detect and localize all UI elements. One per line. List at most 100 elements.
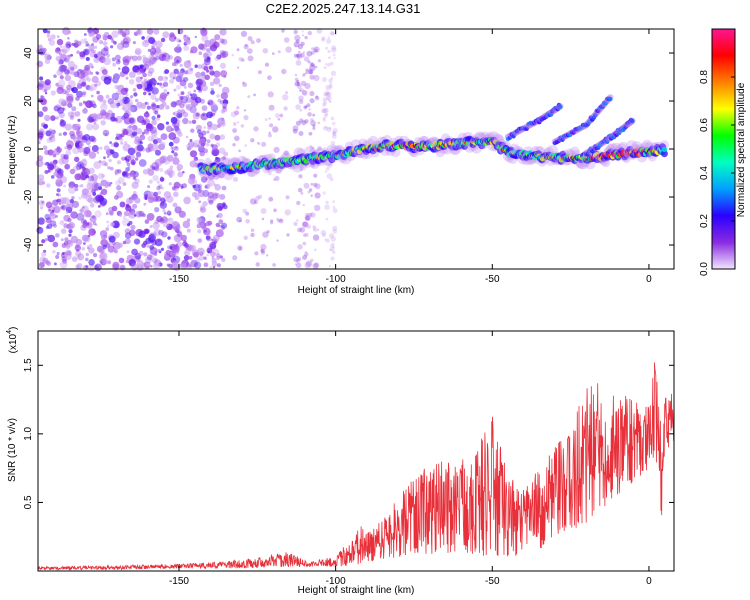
heatmap-cell: [135, 98, 139, 103]
heatmap-cell: [295, 39, 300, 44]
heatmap-cell: [75, 250, 82, 257]
heatmap-cell: [122, 240, 127, 245]
heatmap-cell: [81, 81, 87, 87]
heatmap-cell: [128, 79, 135, 85]
heatmap-cell: [304, 232, 309, 237]
heatmap-cell: [203, 262, 209, 268]
y-tick-label: 1.5: [23, 358, 34, 372]
heatmap-cell: [143, 91, 147, 96]
heatmap-cell: [174, 146, 179, 151]
heatmap-cell: [56, 251, 60, 256]
heatmap-cell: [317, 121, 321, 125]
heatmap-cell: [325, 46, 329, 50]
heatmap-cell: [194, 261, 202, 269]
heatmap-cell: [88, 259, 95, 266]
heatmap-cell: [250, 228, 255, 232]
heatmap-cell: [305, 68, 309, 72]
heatmap-cell: [171, 245, 180, 253]
heatmap-cell: [76, 90, 84, 98]
heatmap-cell: [45, 130, 52, 137]
heatmap-cell: [68, 222, 75, 229]
heatmap-cell: [75, 96, 80, 101]
heatmap-cell: [332, 208, 338, 214]
heatmap-cell: [329, 82, 333, 86]
heatmap-cell: [292, 125, 299, 132]
heatmap-cell: [87, 179, 95, 187]
heatmap-cell: [206, 48, 211, 53]
heatmap-cell: [172, 112, 176, 115]
heatmap-cell: [201, 225, 207, 231]
heatmap-cell: [111, 205, 118, 212]
heatmap-cell: [242, 82, 248, 88]
heatmap-cell: [99, 259, 102, 263]
heatmap-cell: [298, 50, 301, 54]
heatmap-cell: [92, 36, 99, 43]
heatmap-cell: [197, 64, 203, 69]
heatmap-cell: [82, 206, 85, 209]
heatmap-cell: [209, 125, 212, 129]
heatmap-cell: [108, 159, 112, 163]
heatmap-cell: [277, 118, 281, 121]
heatmap-cell: [242, 208, 248, 214]
heatmap-cell: [325, 97, 329, 101]
heatmap-cell: [58, 98, 65, 105]
heatmap-cell: [68, 229, 73, 234]
heatmap-cell: [42, 28, 48, 34]
heatmap-cell: [257, 142, 261, 145]
heatmap-cell: [47, 149, 54, 156]
heatmap-cell: [110, 222, 115, 227]
heatmap-cell: [59, 119, 67, 127]
heatmap-cell: [82, 108, 88, 114]
heatmap-cell: [267, 171, 272, 176]
heatmap-cell: [277, 50, 281, 54]
heatmap-cell: [148, 179, 153, 184]
heatmap-cell: [133, 214, 137, 217]
heatmap-cell: [128, 220, 133, 225]
heatmap-cell: [205, 177, 209, 181]
heatmap-cell: [213, 198, 216, 201]
heatmap-cell: [168, 141, 174, 147]
heatmap-cell: [62, 131, 68, 136]
heatmap-cell: [277, 219, 281, 223]
heatmap-cell: [211, 148, 220, 157]
heatmap-cell: [35, 159, 44, 168]
heatmap-cell: [144, 194, 148, 198]
heatmap-cell: [269, 123, 274, 128]
heatmap-cell: [116, 42, 125, 51]
heatmap-cell: [179, 79, 187, 87]
heatmap-cell: [312, 64, 316, 67]
heatmap-cell: [323, 113, 328, 118]
heatmap-cell: [68, 181, 76, 189]
heatmap-cell: [39, 136, 43, 140]
heatmap-cell: [255, 262, 260, 267]
heatmap-cell: [315, 96, 320, 101]
heatmap-cell: [77, 82, 80, 86]
heatmap-cell: [191, 249, 200, 257]
heatmap-cell: [270, 219, 274, 223]
heatmap-cell: [217, 98, 222, 103]
heatmap-cell: [231, 54, 234, 57]
heatmap-cell: [150, 44, 154, 48]
heatmap-cell: [281, 29, 285, 33]
heatmap-cell: [165, 105, 170, 110]
heatmap-cell: [221, 40, 225, 43]
heatmap-cell: [142, 131, 145, 135]
heatmap-cell: [151, 162, 160, 170]
heatmap-cell: [189, 67, 194, 72]
heatmap-cell: [281, 68, 287, 75]
heatmap-cell: [201, 34, 209, 42]
heatmap-cell: [77, 256, 81, 260]
heatmap-cell: [47, 163, 55, 171]
heatmap-cell: [308, 131, 313, 136]
heatmap-cell: [264, 62, 270, 67]
heatmap-cell: [250, 40, 255, 45]
heatmap-cell: [330, 247, 335, 252]
heatmap-cell: [37, 217, 45, 225]
heatmap-cell: [141, 213, 146, 218]
heatmap-cell: [124, 155, 131, 162]
heatmap-cell: [164, 254, 168, 258]
heatmap-cell: [114, 98, 119, 103]
heatmap-cell: [175, 75, 182, 83]
heatmap-cell: [89, 202, 95, 208]
heatmap-cell: [302, 34, 305, 37]
